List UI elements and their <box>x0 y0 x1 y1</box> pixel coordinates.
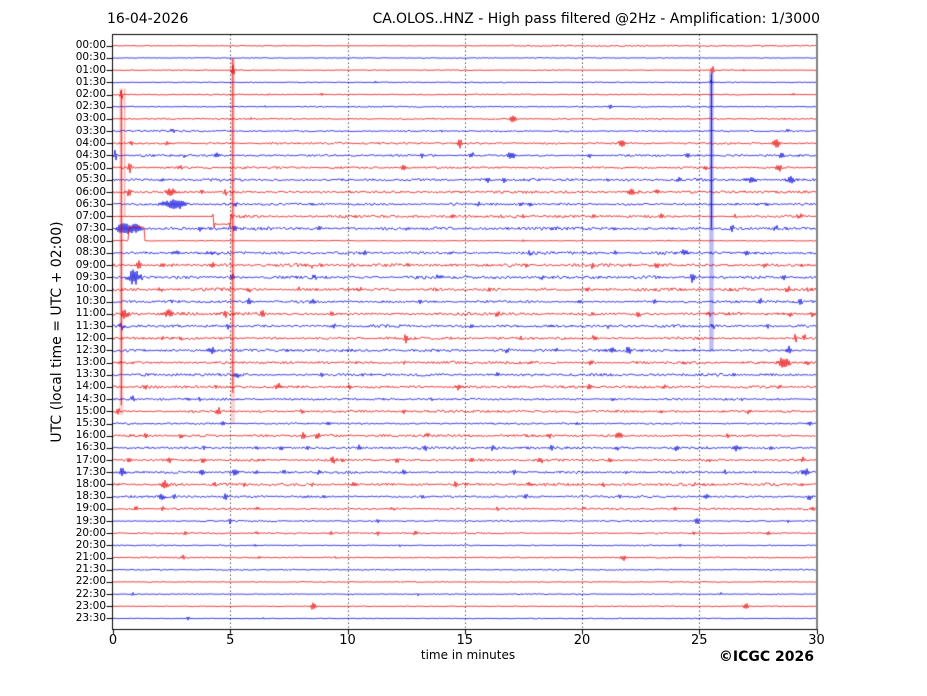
y-tick-label: 22:30 <box>75 587 106 600</box>
y-tick-label: 13:30 <box>75 368 106 381</box>
y-tick-label: 07:30 <box>75 222 106 235</box>
y-tick-label: 05:00 <box>75 161 106 174</box>
x-tick-label: 15 <box>456 633 474 648</box>
plot-date: 16-04-2026 <box>107 11 189 27</box>
y-tick-label: 04:00 <box>75 136 106 149</box>
y-tick-label: 01:30 <box>75 75 106 88</box>
y-tick-label: 19:30 <box>75 514 106 527</box>
y-tick-label: 21:00 <box>75 551 106 564</box>
y-tick-label: 16:30 <box>75 441 106 454</box>
y-tick-label: 00:00 <box>75 39 106 52</box>
y-tick-label: 04:30 <box>75 148 106 161</box>
y-tick-label: 16:00 <box>75 429 106 442</box>
y-tick-label: 08:00 <box>75 234 106 247</box>
y-tick-label: 13:00 <box>75 356 106 369</box>
x-tick-label: 0 <box>108 633 118 648</box>
x-tick-label: 5 <box>226 633 235 648</box>
y-tick-label: 17:30 <box>75 465 106 478</box>
y-tick-label: 18:00 <box>75 477 106 490</box>
y-tick-label: 21:30 <box>75 563 106 576</box>
y-tick-label: 07:00 <box>75 209 106 222</box>
y-tick-label: 05:30 <box>75 173 106 186</box>
x-tick-label: 10 <box>339 633 356 648</box>
y-tick-label: 14:30 <box>75 392 106 405</box>
x-tick-label: 20 <box>573 633 591 648</box>
y-tick-label: 23:30 <box>75 611 106 624</box>
y-tick-label: 11:30 <box>75 319 106 332</box>
copyright-label: ©ICGC 2026 <box>718 649 814 665</box>
x-axis-label: time in minutes <box>420 648 516 662</box>
x-tick-label: 30 <box>808 633 825 648</box>
y-tick-label: 09:30 <box>75 270 106 283</box>
y-tick-label: 22:00 <box>75 575 106 588</box>
y-tick-label: 17:00 <box>75 453 106 466</box>
y-tick-label: 06:30 <box>75 197 106 210</box>
y-tick-label: 12:00 <box>75 331 106 344</box>
y-tick-label: 00:30 <box>75 51 106 64</box>
y-tick-label: 20:30 <box>75 538 106 551</box>
y-tick-label: 15:00 <box>75 404 106 417</box>
y-tick-label: 03:00 <box>75 112 106 125</box>
y-tick-label: 02:30 <box>75 100 106 113</box>
y-tick-label: 11:00 <box>75 307 106 320</box>
y-tick-label: 14:00 <box>75 380 106 393</box>
y-tick-label: 15:30 <box>75 417 106 430</box>
y-tick-label: 03:30 <box>75 124 106 137</box>
y-tick-label: 10:30 <box>75 295 106 308</box>
y-tick-label: 23:00 <box>75 599 106 612</box>
y-tick-label: 01:00 <box>75 63 106 76</box>
y-tick-label: 02:00 <box>75 88 106 101</box>
y-tick-label: 10:00 <box>75 283 106 295</box>
y-tick-label: 19:00 <box>75 502 106 515</box>
x-tick-label: 25 <box>690 633 708 648</box>
y-tick-label: 12:30 <box>75 343 106 356</box>
plot-title: CA.OLOS..HNZ - High pass filtered @2Hz -… <box>372 11 820 27</box>
y-tick-label: 20:00 <box>75 526 106 539</box>
y-tick-label: 09:00 <box>75 258 106 271</box>
y-tick-label: 18:30 <box>75 490 106 503</box>
y-tick-label: 06:00 <box>75 185 106 198</box>
y-tick-label: 08:30 <box>75 246 106 259</box>
